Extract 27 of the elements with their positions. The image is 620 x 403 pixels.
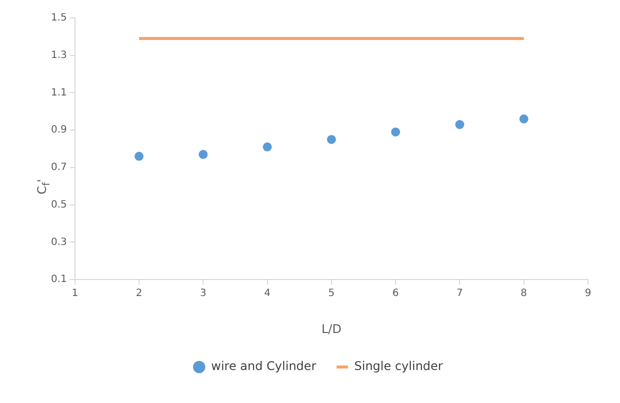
legend-label: wire and Cylinder (211, 359, 316, 374)
y-tick-label: 0.9 (50, 124, 67, 136)
x-tick-label: 2 (136, 288, 142, 300)
x-tick-label: 7 (456, 288, 463, 300)
x-axis-title: L/D (321, 322, 342, 336)
x-tick-label: 6 (392, 288, 399, 300)
point (262, 142, 272, 152)
point (326, 134, 336, 144)
point (391, 127, 400, 136)
y-tick-label: 1.3 (50, 50, 67, 61)
point (198, 150, 208, 159)
y-tick-label: 0.7 (50, 162, 67, 174)
y-tick-label: 0.1 (50, 274, 67, 286)
x-tick-label: 5 (328, 288, 335, 300)
x-tick-label: 9 (584, 288, 592, 300)
x-tick-label: 4 (264, 288, 270, 300)
y-tick-label: 1.1 (50, 87, 67, 98)
point (519, 114, 528, 124)
x-tick-label: 1 (72, 288, 78, 300)
x-tick-label: 8 (520, 288, 528, 300)
y-tick-label: 0.5 (50, 199, 67, 210)
y-tick-label: 1.5 (50, 12, 67, 24)
legend-label: Single cylinder (354, 359, 443, 374)
point (134, 152, 144, 161)
x-tick-label: 3 (200, 288, 206, 300)
y-tick-label: 0.3 (50, 236, 67, 248)
point (455, 120, 464, 130)
